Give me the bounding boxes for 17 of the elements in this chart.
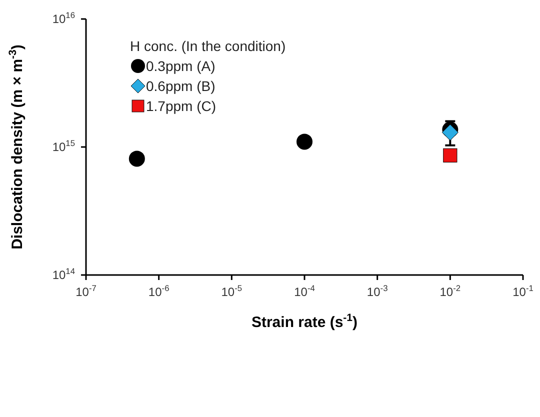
x-tick-label: 10$^{-6}$ bbox=[148, 283, 170, 299]
point bbox=[443, 148, 458, 162]
legend-label: 0.6ppm (B) bbox=[146, 77, 216, 96]
x-tick-label: 10$^{-7}$ bbox=[76, 283, 97, 299]
x-axis-title: Strain rate (s$^{-1}$) bbox=[251, 312, 358, 331]
legend-label: 0.3ppm (A) bbox=[146, 57, 216, 76]
point bbox=[442, 124, 458, 141]
y-tick-label: 10$^{15}$ bbox=[52, 138, 76, 154]
legend-label: 1.7ppm (C) bbox=[146, 97, 216, 116]
x-tick-label: 10$^{-1}$ bbox=[512, 283, 534, 299]
x-tick-label: 10$^{-2}$ bbox=[440, 283, 461, 299]
x-tick-label: 10$^{-4}$ bbox=[294, 283, 316, 299]
x-tick-label: 10$^{-3}$ bbox=[366, 283, 388, 299]
x-tick-label: 10$^{-5}$ bbox=[221, 283, 242, 299]
y-tick-label: 10$^{14}$ bbox=[52, 266, 76, 282]
y-tick-label: 10$^{16}$ bbox=[52, 10, 76, 26]
legend-title: H conc. (In the condition) bbox=[130, 37, 286, 56]
